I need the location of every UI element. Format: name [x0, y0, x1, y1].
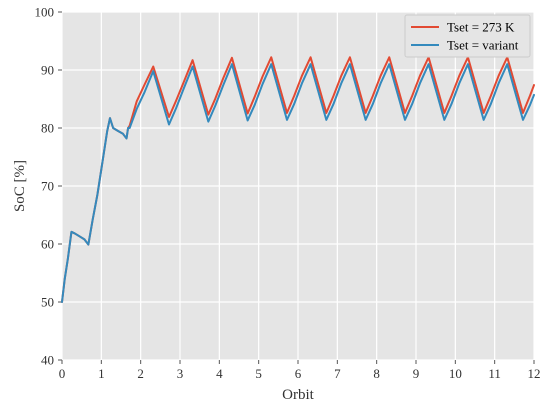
x-axis-label: Orbit — [282, 387, 314, 403]
legend-label-tset-variant: Tset = variant — [447, 38, 519, 53]
x-tick-label: 6 — [295, 366, 302, 381]
x-tick-label: 7 — [334, 366, 341, 381]
x-tick-label: 9 — [413, 366, 420, 381]
x-tick-label: 11 — [488, 366, 501, 381]
x-tick-label: 4 — [216, 366, 223, 381]
legend-box — [404, 14, 531, 58]
x-tick-label: 8 — [373, 366, 380, 381]
y-tick-label: 70 — [41, 179, 54, 194]
y-tick-label: 100 — [35, 5, 55, 20]
x-tick-label: 10 — [449, 366, 462, 381]
y-axis-label: SoC [%] — [12, 160, 28, 212]
y-tick-label: 60 — [41, 237, 54, 252]
legend: Tset = 273 K Tset = variant — [404, 14, 531, 58]
y-tick-label: 40 — [41, 353, 54, 368]
y-tick-label: 80 — [41, 121, 54, 136]
x-tick-label: 2 — [137, 366, 144, 381]
grid-lines — [61, 11, 535, 361]
series-lines — [61, 56, 535, 303]
x-tick-label: 12 — [528, 366, 541, 381]
series-line-tset-variant — [61, 63, 535, 303]
y-tick-label: 50 — [41, 295, 54, 310]
x-tick-label: 1 — [98, 366, 105, 381]
x-tick-label: 3 — [177, 366, 184, 381]
x-tick-label: 0 — [59, 366, 66, 381]
legend-label-tset-273: Tset = 273 K — [447, 20, 515, 35]
y-tick-label: 90 — [41, 63, 54, 78]
x-tick-label: 5 — [255, 366, 262, 381]
